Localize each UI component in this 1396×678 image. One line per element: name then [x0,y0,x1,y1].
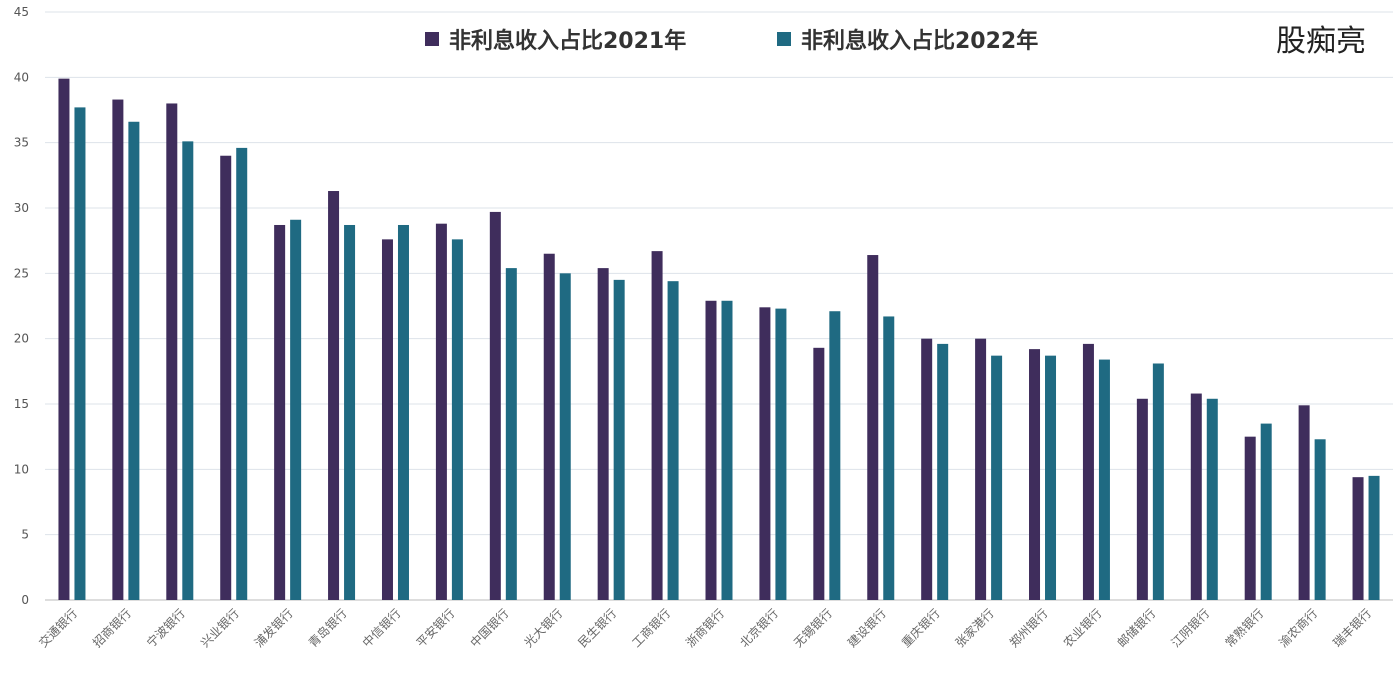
y-tick-label: 15 [14,397,29,411]
bar-2 [937,343,949,600]
bar-1 [1029,349,1041,600]
bar-1 [975,338,987,600]
bar-1 [435,223,447,600]
x-tick-label: 建设银行 [845,606,889,650]
bar-2 [236,147,248,601]
x-tick-label: 张家港行 [952,606,997,651]
bar-1 [1244,436,1256,600]
bar-1 [1082,343,1094,600]
bar-2 [991,355,1003,600]
bar-2 [290,219,302,600]
bar-1 [1190,393,1202,600]
bar-1 [705,300,717,600]
y-tick-label: 25 [14,266,29,280]
bar-2 [721,300,733,600]
bar-2 [505,268,517,600]
watermark: 股痴亮 [1276,24,1366,60]
bar-1 [867,255,879,601]
legend-label: 非利息收入占比2021年 [449,28,686,54]
bar-2 [128,121,140,600]
x-tick-label: 青岛银行 [305,606,350,651]
y-tick-label: 20 [14,332,29,346]
x-tick-label: 交通银行 [36,606,81,651]
bar-1 [1136,398,1148,600]
bar-2 [1314,439,1326,600]
x-tick-label: 郑州银行 [1006,606,1051,651]
bar-1 [651,251,663,600]
bar-2 [451,239,463,601]
x-tick-label: 平安银行 [413,606,458,651]
bar-2 [344,224,356,600]
bar-2 [775,308,787,600]
x-tick-label: 宁波银行 [143,606,188,651]
bar-2 [613,279,625,600]
y-tick-label: 35 [14,136,29,150]
bar-2 [397,224,409,600]
x-tick-label: 无锡银行 [790,606,835,651]
bar-1 [58,78,70,600]
bar-2 [1368,475,1380,600]
legend-swatch [777,32,791,46]
y-tick-label: 45 [14,5,29,19]
x-tick-label: 邮储银行 [1114,606,1159,651]
bar-1 [1298,405,1310,600]
bar-1 [597,268,609,600]
bar-1 [220,155,232,600]
bar-2 [883,316,895,600]
bar-2 [829,311,841,600]
y-tick-label: 0 [21,593,29,607]
bar-1 [543,253,555,600]
x-tick-label: 重庆银行 [899,606,943,650]
x-tick-label: 渝农商行 [1276,606,1321,651]
bar-2 [1045,355,1057,600]
x-tick-label: 中信银行 [359,606,404,651]
y-tick-label: 30 [14,201,29,215]
x-tick-label: 民生银行 [575,606,619,650]
x-tick-label: 兴业银行 [198,606,242,650]
x-tick-label: 浦发银行 [251,606,296,651]
bar-2 [1098,359,1110,600]
bar-1 [759,307,771,600]
x-tick-label: 北京银行 [737,606,781,650]
bar-1 [381,239,393,601]
bar-2 [1152,363,1164,600]
x-tick-label: 农业银行 [1061,606,1105,650]
bar-2 [667,281,679,600]
x-tick-label: 常熟银行 [1222,606,1267,651]
bar-2 [559,273,571,600]
bar-1 [274,224,286,600]
x-tick-label: 中国银行 [467,606,512,651]
bar-2 [74,107,86,601]
bar-1 [328,191,340,600]
bar-1 [112,99,124,601]
bar-1 [813,347,825,600]
y-tick-label: 40 [14,70,29,84]
x-tick-label: 招商银行 [89,606,134,651]
x-tick-label: 工商银行 [629,606,674,651]
legend-label: 非利息收入占比2022年 [801,28,1038,54]
bar-1 [489,211,501,601]
bar-2 [182,141,194,601]
bar-2 [1206,398,1218,600]
bar-1 [921,338,933,600]
x-tick-label: 光大银行 [522,606,566,650]
bar-2 [1260,423,1272,600]
legend-swatch [425,32,439,46]
bar-1 [166,103,178,600]
bar-1 [1352,477,1364,600]
y-tick-label: 5 [21,528,29,542]
x-tick-label: 浙商银行 [683,606,728,651]
x-tick-label: 瑞丰银行 [1330,606,1374,650]
y-tick-label: 10 [14,462,29,476]
x-tick-label: 江阴银行 [1169,606,1213,650]
